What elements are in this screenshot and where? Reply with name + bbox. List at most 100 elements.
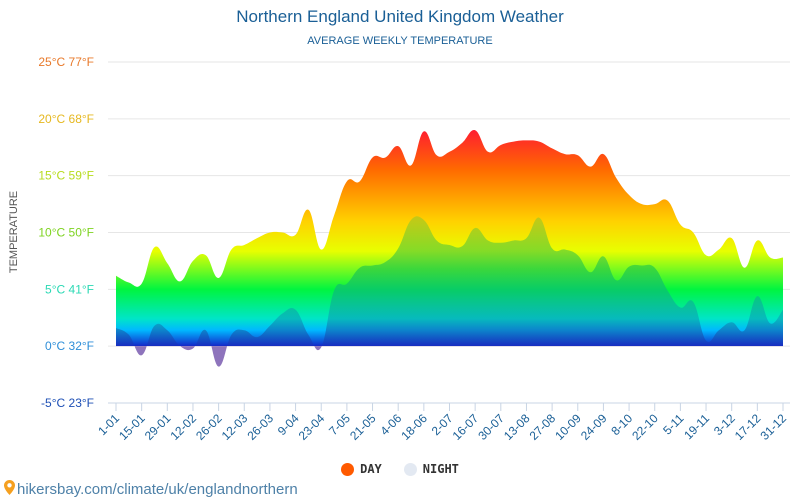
- day-data-point[interactable]: [485, 149, 491, 155]
- day-data-point[interactable]: [742, 265, 748, 271]
- night-data-point[interactable]: [151, 323, 157, 329]
- day-data-point[interactable]: [357, 178, 363, 184]
- night-data-point[interactable]: [216, 364, 222, 370]
- day-data-point[interactable]: [421, 128, 427, 134]
- day-data-point[interactable]: [549, 145, 555, 151]
- night-data-point[interactable]: [600, 253, 606, 259]
- night-data-point[interactable]: [575, 252, 581, 258]
- day-data-point[interactable]: [677, 222, 683, 228]
- night-data-point[interactable]: [344, 281, 350, 287]
- night-data-point[interactable]: [382, 259, 388, 265]
- day-data-point[interactable]: [459, 140, 465, 146]
- night-data-point[interactable]: [254, 334, 260, 340]
- day-data-point[interactable]: [600, 151, 606, 157]
- day-data-point[interactable]: [344, 178, 350, 184]
- night-data-point[interactable]: [267, 323, 273, 329]
- day-data-point[interactable]: [472, 127, 478, 133]
- day-data-point[interactable]: [626, 192, 632, 198]
- day-data-point[interactable]: [767, 255, 773, 261]
- legend-item-night[interactable]: NIGHT: [403, 462, 459, 476]
- night-data-point[interactable]: [459, 243, 465, 249]
- day-data-point[interactable]: [305, 207, 311, 213]
- day-data-point[interactable]: [639, 201, 645, 207]
- night-data-point[interactable]: [652, 265, 658, 271]
- night-data-point[interactable]: [665, 287, 671, 293]
- day-data-point[interactable]: [395, 143, 401, 149]
- night-data-point[interactable]: [613, 277, 619, 283]
- day-data-point[interactable]: [318, 247, 324, 253]
- day-data-point[interactable]: [588, 164, 594, 170]
- night-data-point[interactable]: [280, 310, 286, 316]
- day-data-point[interactable]: [562, 151, 568, 157]
- night-data-point[interactable]: [472, 225, 478, 231]
- day-data-point[interactable]: [151, 244, 157, 250]
- day-data-point[interactable]: [177, 278, 183, 284]
- day-data-point[interactable]: [190, 258, 196, 264]
- night-data-point[interactable]: [690, 299, 696, 305]
- night-data-point[interactable]: [228, 332, 234, 338]
- night-data-point[interactable]: [113, 325, 119, 331]
- night-data-point[interactable]: [241, 327, 247, 333]
- legend-item-day[interactable]: DAY: [341, 462, 382, 476]
- day-data-point[interactable]: [780, 255, 786, 261]
- night-data-point[interactable]: [562, 247, 568, 253]
- night-data-point[interactable]: [716, 327, 722, 333]
- night-data-point[interactable]: [677, 305, 683, 311]
- night-data-point[interactable]: [421, 217, 427, 223]
- day-data-point[interactable]: [370, 154, 376, 160]
- day-data-point[interactable]: [703, 252, 709, 258]
- day-data-point[interactable]: [254, 235, 260, 241]
- night-data-point[interactable]: [639, 262, 645, 268]
- day-data-point[interactable]: [665, 198, 671, 204]
- day-data-point[interactable]: [613, 175, 619, 181]
- day-data-point[interactable]: [139, 281, 145, 287]
- day-data-point[interactable]: [126, 280, 132, 286]
- night-data-point[interactable]: [370, 262, 376, 268]
- day-data-point[interactable]: [267, 230, 273, 236]
- day-data-point[interactable]: [716, 247, 722, 253]
- night-data-point[interactable]: [588, 269, 594, 275]
- night-data-point[interactable]: [485, 237, 491, 243]
- day-data-point[interactable]: [754, 237, 760, 243]
- day-data-point[interactable]: [434, 152, 440, 158]
- night-data-point[interactable]: [447, 242, 453, 248]
- night-data-point[interactable]: [164, 327, 170, 333]
- day-data-point[interactable]: [228, 247, 234, 253]
- day-data-point[interactable]: [216, 275, 222, 281]
- night-data-point[interactable]: [626, 264, 632, 270]
- night-data-point[interactable]: [754, 293, 760, 299]
- day-data-point[interactable]: [729, 235, 735, 241]
- day-data-point[interactable]: [523, 137, 529, 143]
- night-data-point[interactable]: [511, 237, 517, 243]
- night-data-point[interactable]: [177, 343, 183, 349]
- night-data-point[interactable]: [190, 345, 196, 351]
- night-data-point[interactable]: [293, 307, 299, 313]
- day-data-point[interactable]: [536, 139, 542, 145]
- night-data-point[interactable]: [139, 352, 145, 358]
- day-data-point[interactable]: [575, 152, 581, 158]
- day-data-point[interactable]: [331, 212, 337, 218]
- night-data-point[interactable]: [357, 265, 363, 271]
- night-data-point[interactable]: [729, 319, 735, 325]
- night-data-point[interactable]: [434, 237, 440, 243]
- day-data-point[interactable]: [408, 162, 414, 168]
- night-data-point[interactable]: [498, 240, 504, 246]
- day-data-point[interactable]: [447, 149, 453, 155]
- day-data-point[interactable]: [498, 142, 504, 148]
- night-data-point[interactable]: [523, 235, 529, 241]
- source-link[interactable]: hikersbay.com/climate/uk/englandnorthern: [4, 480, 298, 499]
- night-data-point[interactable]: [780, 307, 786, 313]
- day-data-point[interactable]: [164, 260, 170, 266]
- day-data-point[interactable]: [511, 139, 517, 145]
- day-data-point[interactable]: [652, 201, 658, 207]
- night-data-point[interactable]: [395, 245, 401, 251]
- night-data-point[interactable]: [703, 337, 709, 343]
- night-data-point[interactable]: [305, 332, 311, 338]
- day-data-point[interactable]: [241, 242, 247, 248]
- day-data-point[interactable]: [203, 252, 209, 258]
- night-data-point[interactable]: [742, 327, 748, 333]
- day-data-point[interactable]: [690, 230, 696, 236]
- night-data-point[interactable]: [408, 217, 414, 223]
- night-data-point[interactable]: [318, 344, 324, 350]
- night-data-point[interactable]: [126, 332, 132, 338]
